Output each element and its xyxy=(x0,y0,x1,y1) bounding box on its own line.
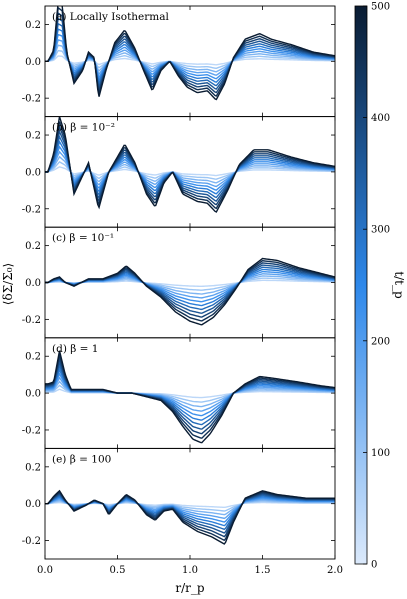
colorbar-ticks: 0 100 200 300 400 500 xyxy=(363,2,390,571)
panel-label: (d) β = 1 xyxy=(52,343,98,355)
panel-label: (b) β = 10⁻² xyxy=(52,122,115,134)
curves-group xyxy=(45,350,335,444)
curves-group xyxy=(45,6,335,101)
y-tick-label: 0.0 xyxy=(25,499,41,510)
x-tick-labels: 0.0 0.5 1.0 1.5 2.0 xyxy=(37,565,343,576)
y-tick-label: 0.2 xyxy=(25,352,41,363)
y-tick-label: -0.2 xyxy=(22,94,41,105)
x-tick-label: 1.0 xyxy=(182,565,198,576)
curves-group xyxy=(45,489,335,545)
x-tick-label: 0.0 xyxy=(37,565,53,576)
curves-group xyxy=(45,116,335,213)
panel-4: -0.2 0.0 0.2 (d) β = 1 xyxy=(22,337,336,449)
y-tick-label: -0.2 xyxy=(22,315,41,326)
panel-label: (e) β = 100 xyxy=(52,453,111,465)
series-line xyxy=(45,372,335,417)
series-line xyxy=(45,489,335,545)
series-line xyxy=(45,350,335,444)
colorbar-tick-label: 100 xyxy=(371,448,390,459)
colorbar-tick-label: 200 xyxy=(371,336,390,347)
y-tick-label: 0.0 xyxy=(25,389,41,400)
colorbar-tick-label: 0 xyxy=(371,560,377,571)
colorbar-tick-label: 500 xyxy=(371,2,390,13)
colorbar-tick-label: 300 xyxy=(371,225,390,236)
y-tick-label: 0.2 xyxy=(25,241,41,252)
y-tick-label: 0.2 xyxy=(25,462,41,473)
panel-3: -0.2 0.0 0.2 (c) β = 10⁻¹ xyxy=(22,226,336,339)
x-tick-label: 0.5 xyxy=(110,565,126,576)
x-tick-label: 1.5 xyxy=(255,565,271,576)
y-tick-label: 0.0 xyxy=(25,278,41,289)
panel-label: (a) Locally Isothermal xyxy=(52,11,170,23)
series-line xyxy=(45,257,335,326)
panels-group: -0.2 0.0 0.2 (a) Locally Isothermal -0.2 0.0 0… xyxy=(22,5,336,560)
series-line xyxy=(45,116,335,213)
series-line xyxy=(45,166,335,177)
colorbar-tick-label: 400 xyxy=(371,113,390,124)
panel-label: (c) β = 10⁻¹ xyxy=(52,232,114,244)
x-tick-label: 2.0 xyxy=(327,565,343,576)
y-tick-label: 0.0 xyxy=(25,167,41,178)
panel-5: -0.2 0.0 0.2 (e) β = 100 xyxy=(22,447,336,560)
colorbar xyxy=(354,5,368,565)
y-tick-label: -0.2 xyxy=(22,425,41,436)
y-tick-label: 0.2 xyxy=(25,131,41,142)
y-axis-title: ⟨δΣ/Σ₀⟩ xyxy=(1,263,15,305)
series-line xyxy=(45,6,335,101)
y-tick-label: -0.2 xyxy=(22,204,41,215)
y-tick-label: -0.2 xyxy=(22,536,41,547)
y-tick-label: 0.2 xyxy=(25,20,41,31)
panel-2: -0.2 0.0 0.2 (b) β = 10⁻² xyxy=(22,116,336,228)
series-line xyxy=(45,355,335,435)
curves-group xyxy=(45,257,335,326)
y-tick-label: 0.0 xyxy=(25,57,41,68)
series-line xyxy=(45,160,335,180)
x-axis-title: r/r_p xyxy=(175,581,205,595)
colorbar-title: t/t_p xyxy=(392,271,406,299)
panel-1: -0.2 0.0 0.2 (a) Locally Isothermal xyxy=(22,5,336,118)
series-line xyxy=(45,359,335,430)
